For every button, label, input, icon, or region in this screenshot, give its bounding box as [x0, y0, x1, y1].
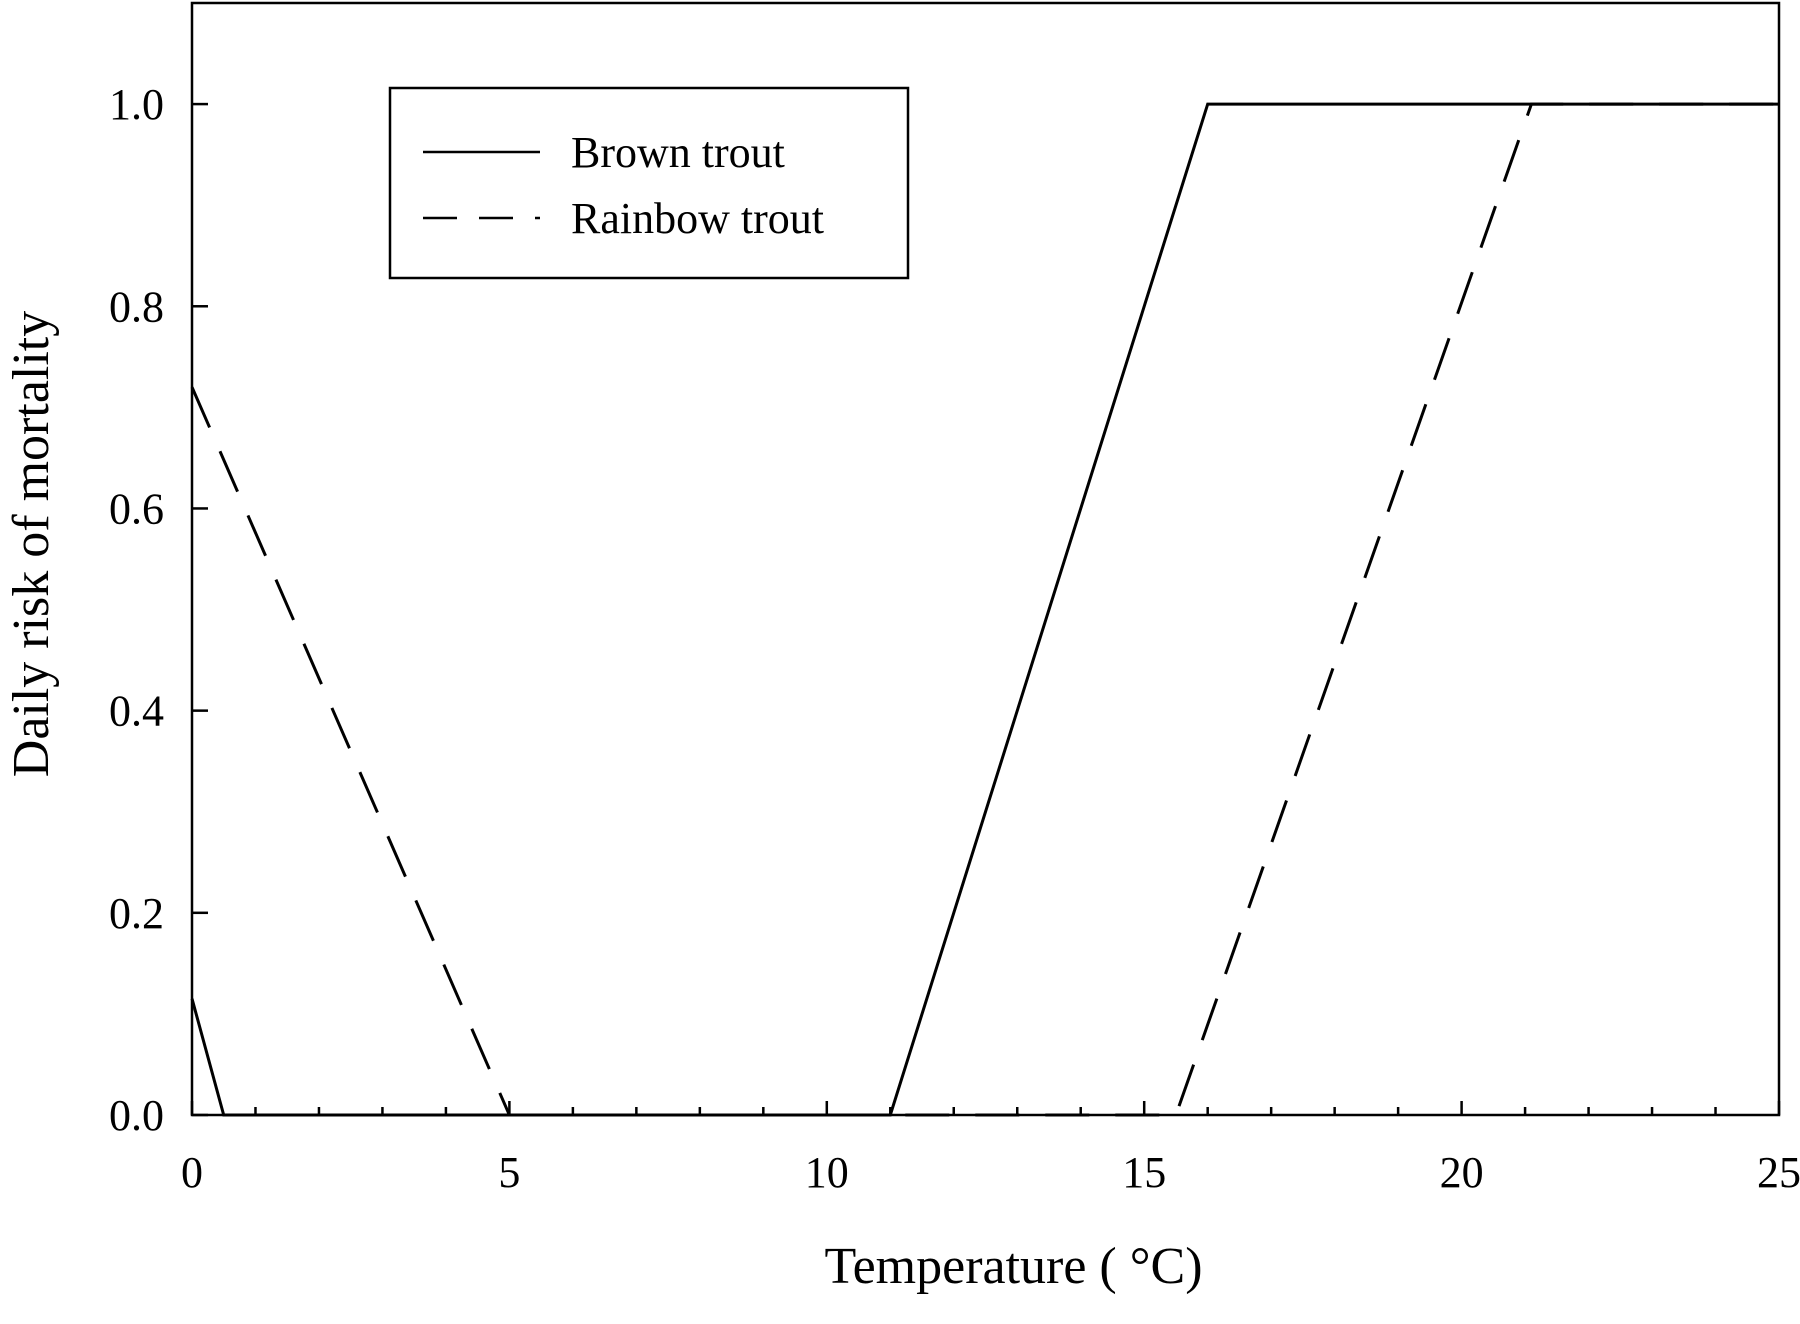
- x-tick-label: 20: [1440, 1148, 1484, 1197]
- x-tick-label: 5: [498, 1148, 520, 1197]
- x-tick-label: 0: [181, 1148, 203, 1197]
- axes: [190, 1, 1781, 1117]
- tick-labels: 0 5 10 15 20 25 0.0 0.2 0.4 0.6 0.8 1.0: [109, 80, 1800, 1197]
- y-tick-label: 0.0: [109, 1091, 164, 1140]
- x-tick-label: 10: [805, 1148, 849, 1197]
- y-tick-label: 0.2: [109, 889, 164, 938]
- x-tick-label: 25: [1757, 1148, 1800, 1197]
- legend-box: [388, 86, 910, 280]
- legend-label-rainbow-trout: Rainbow trout: [571, 194, 824, 243]
- y-axis-title: Daily risk of mortality: [3, 311, 60, 777]
- x-axis-title: Temperature ( °C): [824, 1238, 1202, 1295]
- x-tick-label: 15: [1122, 1148, 1166, 1197]
- y-tick-label: 0.8: [109, 282, 164, 331]
- legend-label-brown-trout: Brown trout: [571, 128, 785, 177]
- series-line-rainbow-trout: [190, 102, 1779, 1117]
- y-tick-label: 0.4: [109, 687, 164, 736]
- plot-frame: [190, 1, 1781, 1117]
- legend: Brown trout Rainbow trout: [388, 86, 910, 280]
- y-tick-label: 0.6: [109, 484, 164, 533]
- y-tick-label: 1.0: [109, 80, 164, 129]
